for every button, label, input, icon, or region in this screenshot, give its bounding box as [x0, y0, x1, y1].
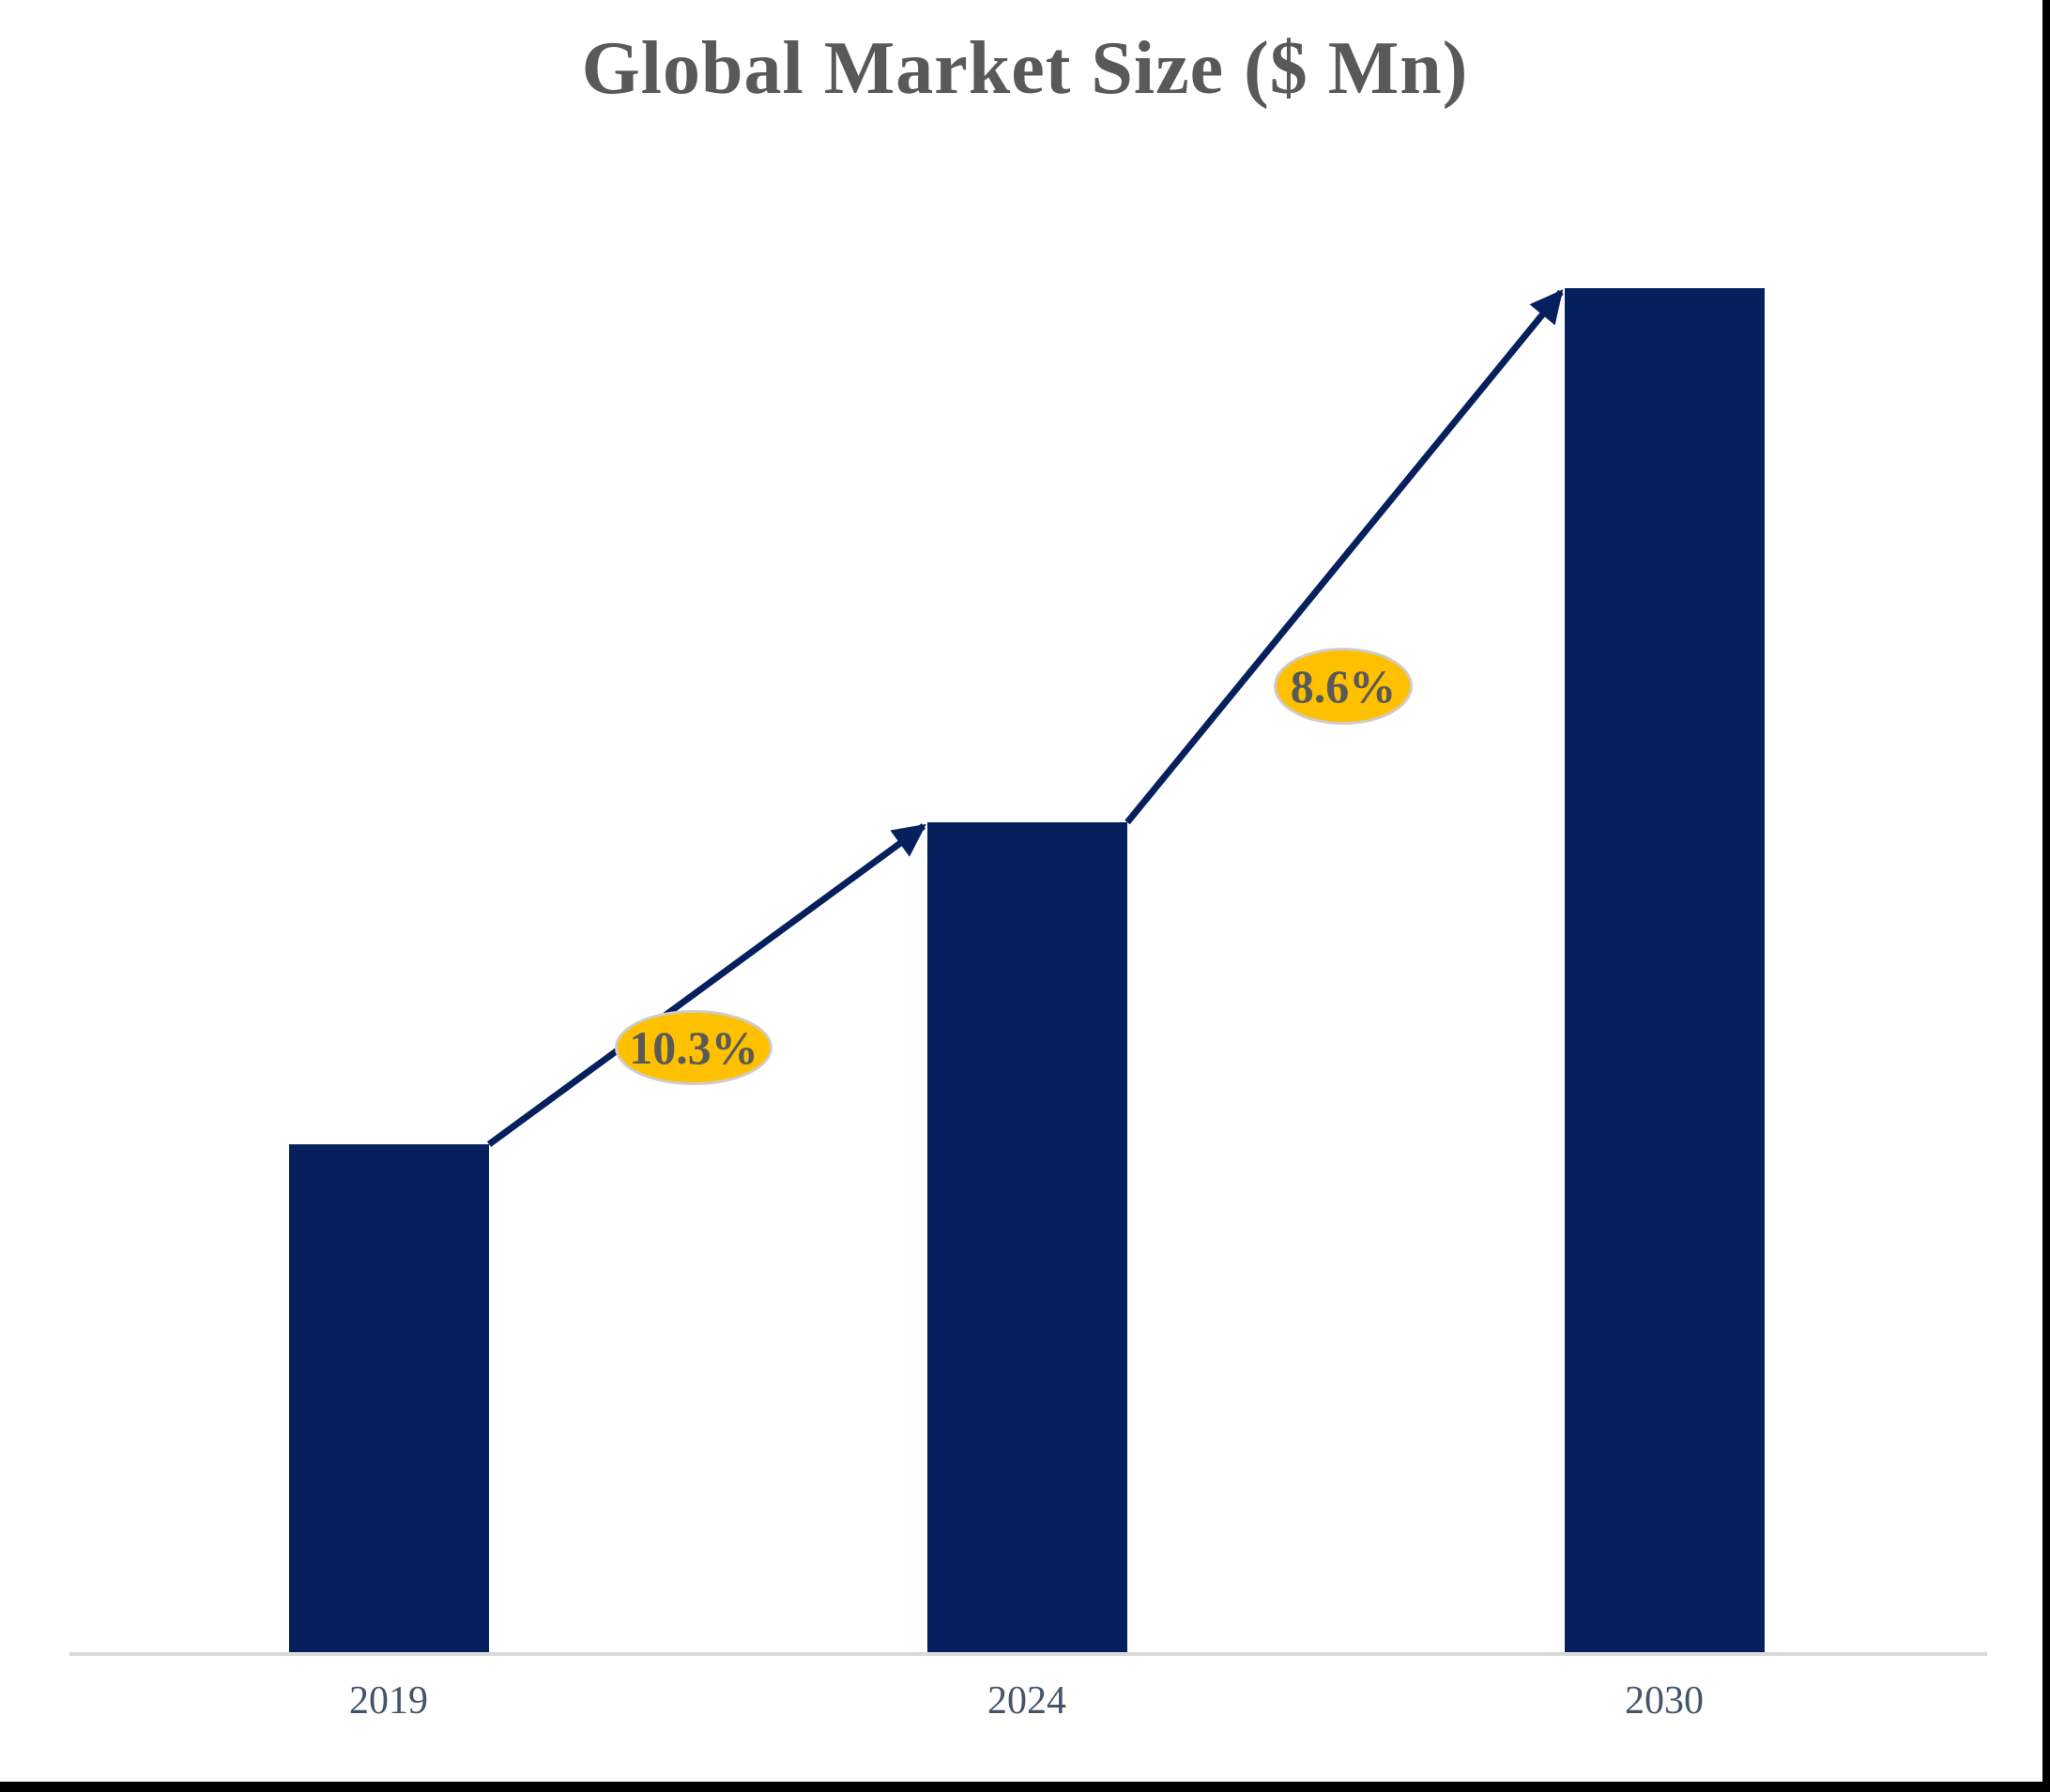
- x-axis-line: [69, 1652, 1987, 1656]
- growth-arrow-2024-2030: [1124, 289, 1564, 825]
- growth-arrow-2019-2024: [486, 823, 926, 1147]
- x-axis-label-2019: 2019: [349, 1679, 428, 1723]
- x-axis-label-2030: 2030: [1625, 1679, 1704, 1723]
- chart-title: Global Market Size ($ Mn): [581, 27, 1469, 110]
- screenshot-border-right: [2042, 0, 2050, 1792]
- cagr-badge-2019-2024: 10.3%: [615, 1010, 773, 1085]
- screenshot-border-bottom: [0, 1782, 2050, 1792]
- bar-2030: [1565, 288, 1765, 1654]
- x-axis-label-2024: 2024: [987, 1679, 1066, 1723]
- bar-2024: [927, 822, 1127, 1654]
- bar-2019: [289, 1144, 489, 1654]
- cagr-badge-2024-2030: 8.6%: [1274, 648, 1413, 725]
